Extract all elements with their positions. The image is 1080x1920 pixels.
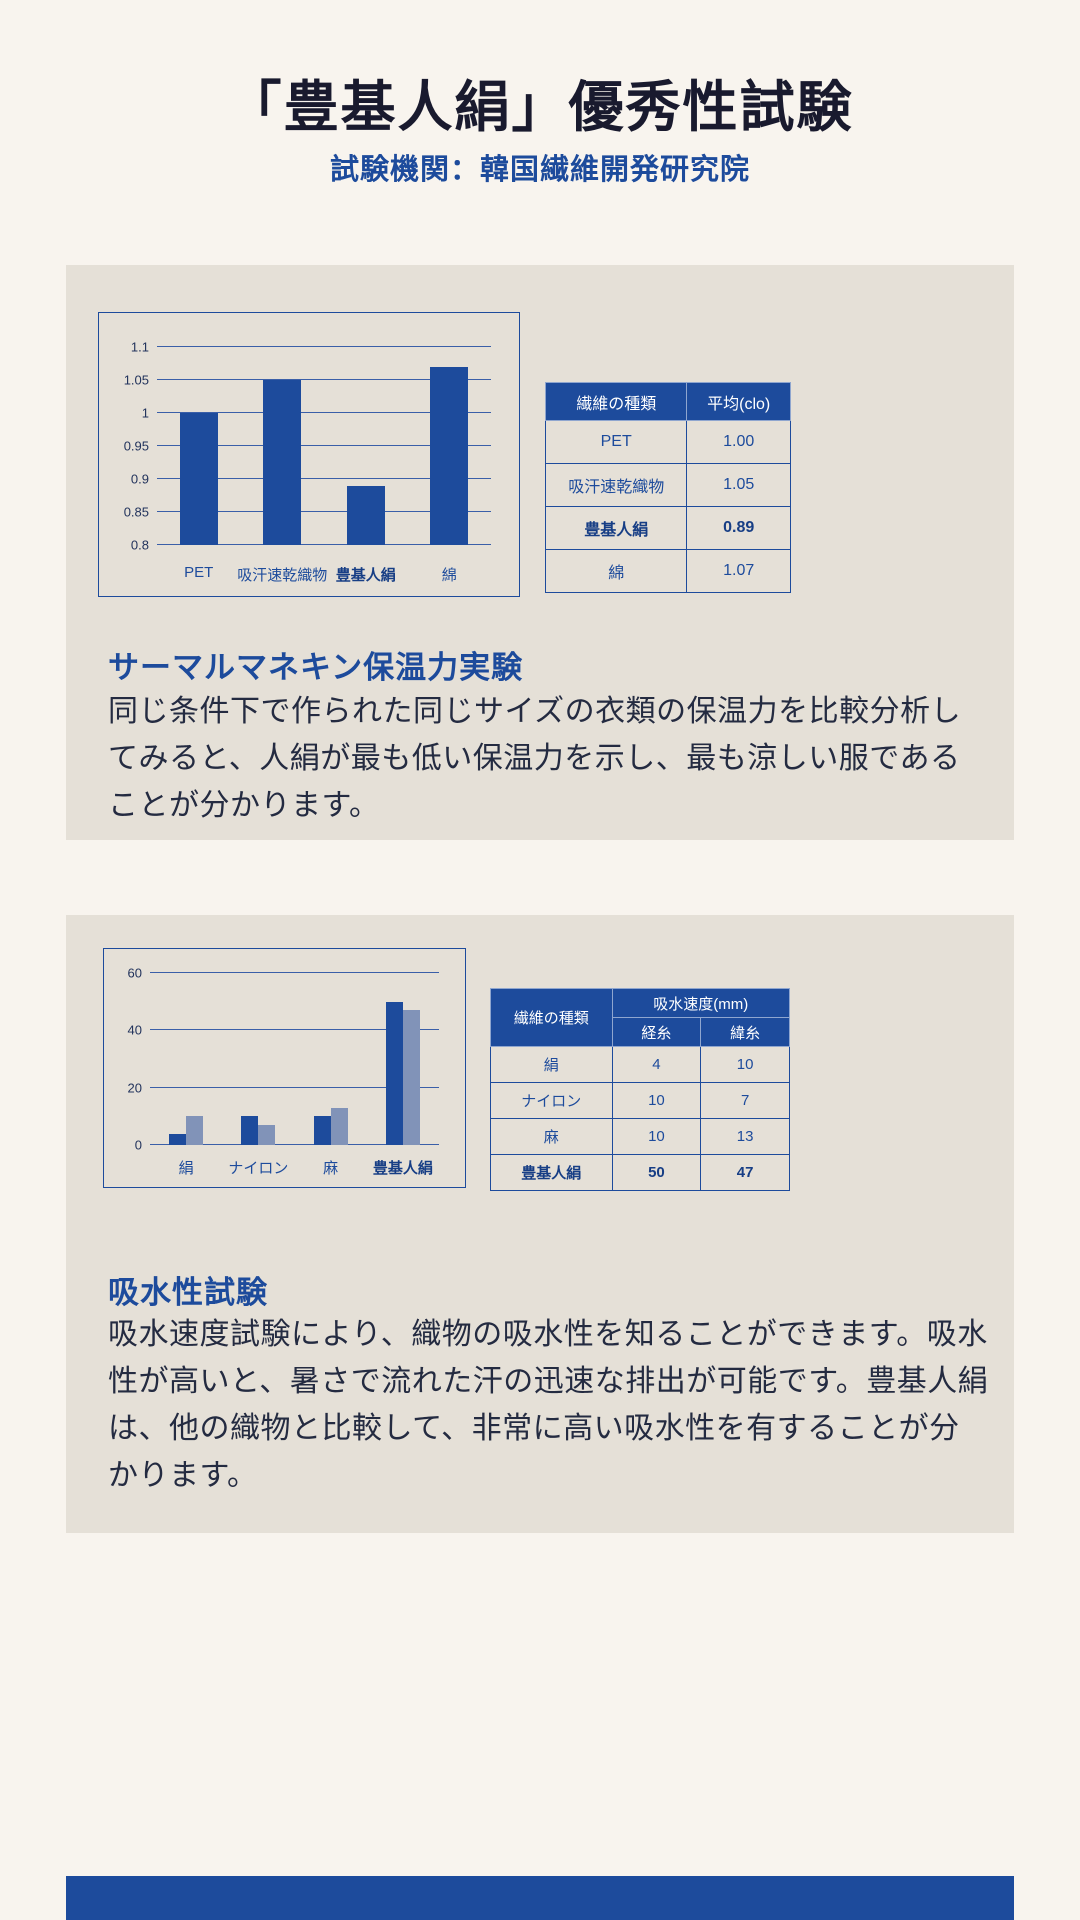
section-absorption-panel: 60 40 20 0 絹ナイロン麻豊基人絹 繊維の種類 吸水速度(mm) 経糸 緯糸 …	[66, 915, 1014, 1533]
cell-fiber: PET	[544, 420, 688, 464]
table-header-row: 繊維の種類 平均(clo)	[544, 382, 791, 421]
page-title: 「豊基人絹」優秀性試験	[226, 77, 854, 138]
cell-warp-value: 4	[611, 1046, 702, 1083]
table-row-highlight: 豊基人絹 0.89	[544, 506, 791, 550]
thermal-bar-chart: 1.1 1.05 1 0.95 0.9 0.85 0.8 PET 吸汗速乾織物 豊基人絹 綿	[98, 312, 520, 597]
cell-value: 1.05	[686, 463, 791, 507]
table-row: ナイロン 10 7	[490, 1082, 790, 1119]
absorption-bar-chart: 60 40 20 0 絹 ナイロン 麻 豊基人絹	[103, 948, 466, 1188]
cell-warp-value: 10	[611, 1082, 702, 1119]
cell-fiber: 綿	[544, 549, 688, 593]
cell-value: 1.00	[686, 420, 791, 464]
x-axis-category-label: 絹	[178, 1160, 194, 1177]
absorption-section-heading: 吸水性試験	[108, 1275, 268, 1310]
gridline	[157, 445, 491, 446]
section-thermal-panel: 1.1 1.05 1 0.95 0.9 0.85 0.8 PET 吸汗速乾織物 豊基人絹綿 繊維…	[66, 265, 1014, 840]
cell-fiber: 絹	[490, 1046, 613, 1083]
cell-weft-value: 7	[700, 1082, 790, 1119]
table-row: 綿 1.07	[544, 549, 791, 593]
bar-綿	[430, 366, 469, 545]
cell-warp-value: 50	[611, 1154, 702, 1191]
thermal-chart-x-labels: PET 吸汗速乾織物 豊基人絹 綿	[157, 564, 491, 584]
gridline	[157, 412, 491, 414]
y-axis-tick-label: 0.95	[123, 438, 149, 454]
bar-豊基人絹-経糸	[385, 1001, 403, 1145]
gridline	[150, 1144, 439, 1145]
y-axis-tick-label: 1.05	[123, 372, 149, 388]
table-row: 麻 10 13	[490, 1118, 790, 1155]
cell-weft-value: 10	[700, 1046, 790, 1083]
gridline	[157, 346, 491, 347]
y-axis-tick-label: 0.85	[123, 504, 149, 520]
table-row: PET 1.00	[544, 420, 791, 464]
bar-麻-経糸	[313, 1116, 331, 1145]
y-axis-tick-label: 0.8	[130, 537, 149, 553]
absorption-section-body: 吸水速度試験により、織物の吸水性を知ることができます。吸水性が高いと、暑さで流れ…	[108, 1318, 989, 1492]
gridline	[157, 379, 491, 380]
gridline	[150, 972, 439, 973]
thermal-result-table: 繊維の種類 平均(clo) PET 1.00 吸汗速乾織物 1.05 豊基人絹 …	[544, 382, 791, 593]
col-header-fiber-type: 繊維の種類	[490, 988, 613, 1047]
x-axis-category-label: 豊基人絹	[372, 1160, 433, 1177]
thermal-section-body: 同じ条件下で作られた同じサイズの衣類の保温力を比較分析してみると、人絹が最も低い…	[108, 695, 962, 822]
footer-accent-bar	[66, 1876, 1014, 1920]
bar-豊基人絹	[346, 485, 385, 545]
absorption-chart-x-labels: 絹 ナイロン 麻 豊基人絹	[150, 1157, 439, 1177]
absorption-result-table: 繊維の種類 吸水速度(mm) 経糸 緯糸 絹 4 10 ナイロン 10 7	[490, 988, 791, 1191]
cell-value: 1.07	[686, 549, 791, 593]
cell-fiber: 豊基人絹	[490, 1154, 613, 1191]
table-subheader-row: 経糸 緯糸	[491, 1017, 790, 1047]
y-axis-tick-label: 1.1	[130, 339, 149, 355]
cell-weft-value: 13	[700, 1118, 790, 1155]
cell-warp-value: 10	[611, 1118, 702, 1155]
x-axis-category-label: 吸汗速乾織物	[237, 567, 328, 584]
col-header-weft: 緯糸	[700, 1017, 790, 1047]
page-subtitle: 試験機関：韓国繊維開発研究院	[329, 154, 750, 186]
cell-fiber: ナイロン	[490, 1082, 613, 1119]
y-axis-tick-label: 60	[127, 965, 142, 981]
x-axis-category-label: PET	[184, 564, 214, 581]
cell-fiber: 豊基人絹	[544, 506, 688, 550]
gridline	[157, 544, 491, 545]
cell-value: 0.89	[686, 506, 791, 550]
bar-ナイロン-経糸	[241, 1116, 259, 1145]
col-header-warp: 経糸	[611, 1017, 702, 1047]
y-axis-tick-label: 1	[141, 405, 149, 421]
bar-絹-緯糸	[186, 1116, 204, 1145]
col-header-absorption-speed: 吸水速度(mm)	[611, 988, 791, 1018]
cell-fiber: 麻	[490, 1118, 613, 1155]
bar-吸汗速乾織物	[263, 380, 302, 545]
bar-PET	[179, 413, 218, 545]
bar-絹-経糸	[169, 1133, 187, 1145]
y-axis-tick-label: 0	[134, 1137, 142, 1153]
table-row: 絹 4 10	[490, 1046, 790, 1083]
table-row: 吸汗速乾織物 1.05	[544, 463, 791, 507]
y-axis-tick-label: 20	[127, 1080, 142, 1096]
y-axis-tick-label: 0.9	[130, 471, 149, 487]
bar-ナイロン-緯糸	[258, 1124, 276, 1145]
x-axis-category-label: 綿	[441, 567, 457, 584]
col-header-average-clo: 平均(clo)	[686, 382, 791, 421]
table-header-row: 繊維の種類 吸水速度(mm)	[490, 988, 791, 1047]
thermal-section-heading: サーマルマネキン保温力実験	[108, 650, 524, 685]
x-axis-category-label: 麻	[323, 1160, 339, 1177]
bar-麻-緯糸	[330, 1107, 348, 1145]
gridline	[157, 511, 491, 513]
gridline	[150, 1029, 439, 1031]
x-axis-category-label: ナイロン	[228, 1160, 289, 1177]
gridline	[150, 1086, 439, 1088]
gridline	[157, 478, 491, 480]
table-row-highlight: 豊基人絹 50 47	[490, 1154, 790, 1191]
absorption-chart-plot-area: 60 40 20 0	[128, 966, 439, 1153]
x-axis-category-label: 豊基人絹	[335, 567, 396, 584]
bar-豊基人絹-緯糸	[402, 1010, 420, 1145]
cell-fiber: 吸汗速乾織物	[544, 463, 688, 507]
y-axis-tick-label: 40	[127, 1022, 142, 1038]
cell-weft-value: 47	[700, 1154, 790, 1191]
col-header-fiber-type: 繊維の種類	[544, 382, 688, 421]
thermal-chart-plot-area: 1.1 1.05 1 0.95 0.9 0.85 0.8	[124, 340, 491, 553]
